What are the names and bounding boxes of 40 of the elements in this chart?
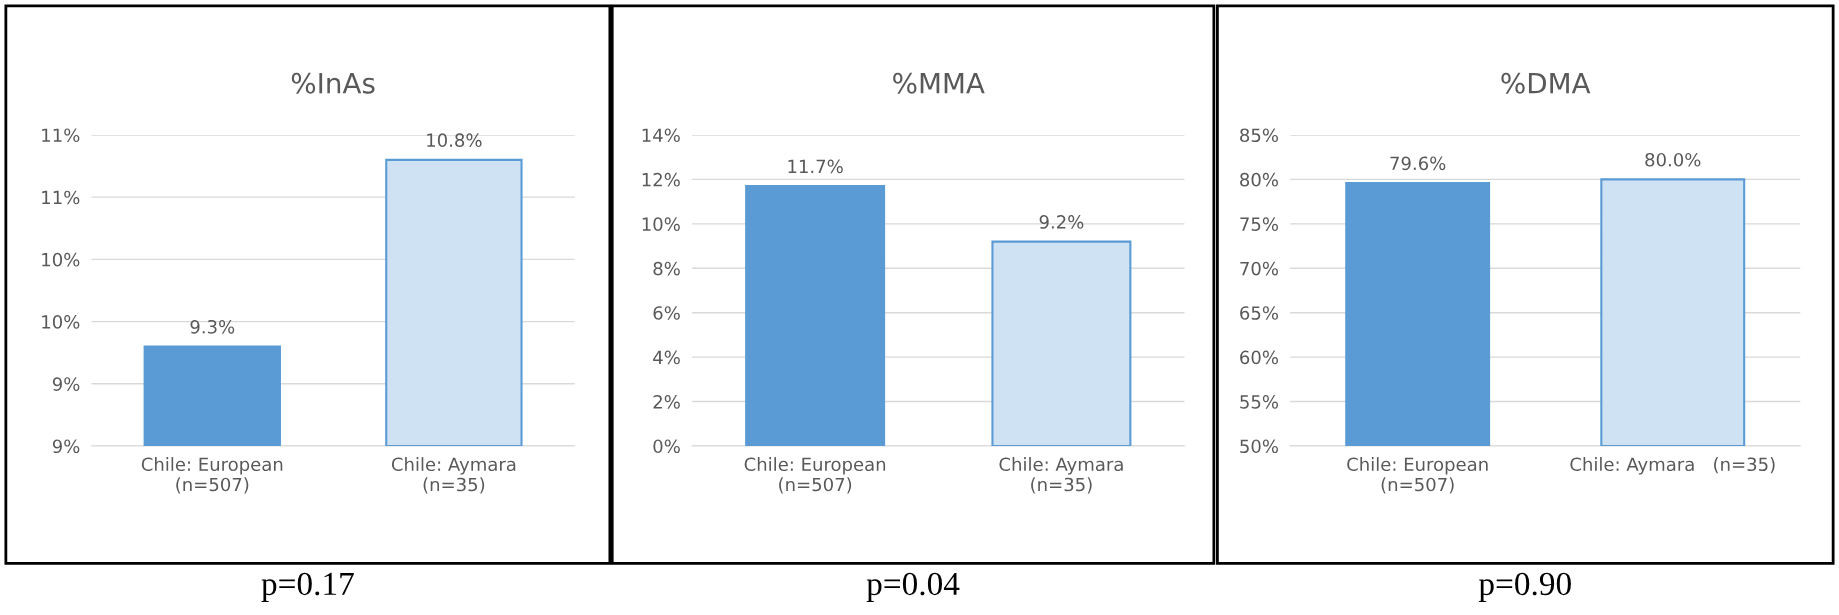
text: p=0.90 xyxy=(1478,572,1571,602)
y-tick-label: 14% xyxy=(642,128,680,143)
y-tick-label: 65% xyxy=(1240,306,1279,320)
x-tick-label: Chile: Aymara (n=35) xyxy=(1570,457,1775,475)
y-tick-label: 10% xyxy=(42,252,80,267)
y-tick-label: 70% xyxy=(1240,261,1279,276)
text: p=0.04 xyxy=(866,572,960,602)
y-tick-label: 50% xyxy=(1240,439,1279,454)
y-tick-label: 6% xyxy=(653,306,680,320)
x-tick-label: Chile: European (n=507) xyxy=(141,457,283,494)
data-label: 10.8% xyxy=(427,133,482,148)
chart-title: %DMA xyxy=(1501,72,1591,94)
y-tick-label: 55% xyxy=(1240,395,1279,409)
chart-title: %InAs xyxy=(291,72,375,94)
y-tick-label: 4% xyxy=(653,350,680,365)
x-tick-label: Chile: Aymara (n=35) xyxy=(391,457,516,494)
data-label: 11.7% xyxy=(788,159,843,174)
y-tick-label: 75% xyxy=(1240,217,1279,231)
data-label: 9.3% xyxy=(190,319,235,334)
data-label: 80.0% xyxy=(1645,152,1701,167)
y-tick-label: 80% xyxy=(1240,172,1279,187)
data-label: 79.6% xyxy=(1390,156,1446,171)
text: p=0.17 xyxy=(261,572,354,602)
y-tick-label: 11% xyxy=(42,190,80,205)
x-tick-label: Chile: Aymara (n=35) xyxy=(999,457,1123,494)
x-tick-label: Chile: European (n=507) xyxy=(744,457,886,494)
data-label: 9.2% xyxy=(1039,215,1084,229)
y-tick-label: 85% xyxy=(1240,128,1279,143)
y-tick-label: 9% xyxy=(52,439,80,454)
y-tick-label: 2% xyxy=(653,395,680,409)
y-tick-label: 12% xyxy=(642,172,680,187)
y-tick-label: 11% xyxy=(42,128,80,143)
y-tick-label: 10% xyxy=(642,217,680,231)
y-tick-label: 8% xyxy=(653,261,680,276)
x-tick-label: Chile: European (n=507) xyxy=(1347,457,1488,494)
y-tick-label: 0% xyxy=(653,439,680,454)
chart-title: %MMA xyxy=(893,72,985,94)
y-tick-label: 9% xyxy=(52,377,80,391)
y-tick-label: 60% xyxy=(1240,350,1279,365)
y-tick-label: 10% xyxy=(42,315,80,329)
